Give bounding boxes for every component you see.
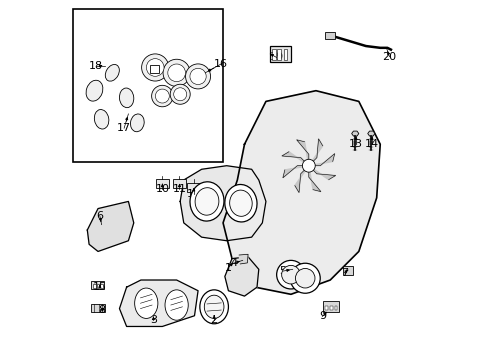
Bar [173, 179, 185, 188]
Circle shape [155, 89, 169, 103]
Bar [334, 306, 337, 310]
Polygon shape [351, 131, 358, 136]
Text: 1: 1 [224, 262, 231, 273]
Bar [323, 301, 339, 312]
Text: 18: 18 [88, 61, 102, 71]
Text: 14: 14 [364, 139, 378, 149]
Text: 20: 20 [382, 52, 396, 62]
Polygon shape [119, 280, 198, 327]
Bar [73, 9, 223, 162]
Circle shape [170, 84, 190, 104]
Polygon shape [308, 139, 322, 166]
Text: 16: 16 [214, 59, 228, 69]
Text: 2: 2 [210, 315, 217, 325]
Ellipse shape [164, 290, 188, 320]
Bar [324, 32, 335, 39]
Text: 3: 3 [150, 315, 157, 325]
Text: 7: 7 [340, 268, 347, 278]
Bar [149, 65, 159, 73]
Polygon shape [223, 91, 380, 294]
Text: 13: 13 [348, 139, 362, 149]
Text: 9: 9 [318, 311, 325, 321]
Ellipse shape [190, 182, 224, 221]
Circle shape [290, 263, 320, 293]
Text: 8: 8 [98, 305, 105, 315]
Polygon shape [239, 254, 247, 264]
Polygon shape [283, 166, 308, 178]
Bar [187, 183, 200, 192]
Text: 11: 11 [172, 184, 186, 194]
Polygon shape [296, 140, 308, 166]
Circle shape [142, 54, 168, 81]
Text: 6: 6 [96, 211, 103, 221]
Circle shape [173, 88, 186, 101]
Ellipse shape [195, 188, 219, 215]
Circle shape [163, 59, 190, 86]
Ellipse shape [119, 88, 134, 108]
Circle shape [151, 85, 173, 107]
Bar [325, 306, 327, 310]
Text: 12: 12 [186, 189, 201, 199]
Polygon shape [224, 257, 258, 296]
Polygon shape [367, 131, 374, 136]
Ellipse shape [105, 64, 119, 81]
Bar [269, 46, 290, 62]
Ellipse shape [130, 114, 144, 132]
Polygon shape [294, 166, 308, 193]
Polygon shape [308, 166, 335, 180]
Bar [271, 49, 275, 60]
Ellipse shape [86, 80, 102, 101]
Ellipse shape [204, 295, 224, 319]
Polygon shape [308, 166, 320, 192]
Circle shape [146, 59, 163, 76]
Circle shape [302, 159, 315, 172]
Ellipse shape [94, 109, 109, 129]
Polygon shape [308, 154, 334, 166]
Text: 10: 10 [155, 184, 169, 194]
Bar [277, 49, 281, 60]
Bar [156, 179, 168, 188]
Text: 19: 19 [269, 53, 283, 63]
Polygon shape [180, 166, 265, 241]
Circle shape [185, 64, 210, 89]
Bar [342, 266, 353, 275]
Bar [329, 306, 332, 310]
Bar [93, 284, 96, 288]
Circle shape [189, 68, 206, 85]
Text: 5: 5 [279, 266, 286, 276]
Polygon shape [87, 202, 134, 251]
Ellipse shape [134, 288, 158, 319]
Ellipse shape [224, 184, 257, 222]
Text: 17: 17 [117, 123, 131, 133]
Circle shape [281, 265, 300, 284]
Bar [91, 304, 105, 312]
Polygon shape [282, 152, 308, 166]
Ellipse shape [200, 290, 228, 324]
Text: 15: 15 [93, 282, 106, 292]
Circle shape [276, 260, 305, 289]
Bar [97, 284, 99, 288]
Circle shape [167, 64, 185, 82]
Circle shape [295, 269, 314, 288]
Ellipse shape [229, 190, 252, 216]
Text: 4: 4 [230, 258, 238, 268]
Bar [283, 49, 287, 60]
Bar [100, 284, 103, 288]
Bar [91, 281, 104, 289]
